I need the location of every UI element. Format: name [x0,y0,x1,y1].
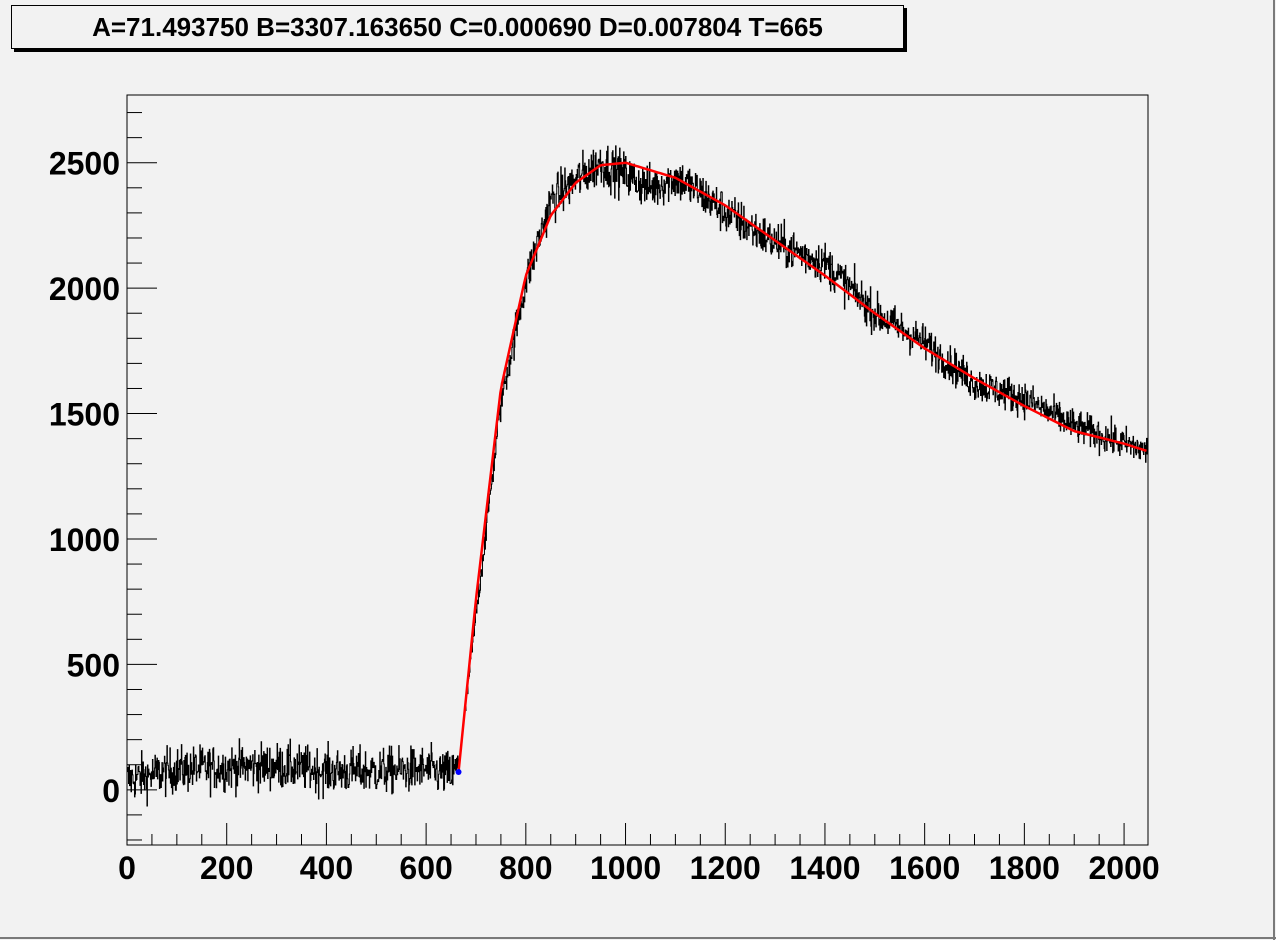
x-tick-label: 1400 [789,850,860,886]
x-tick-label: 600 [399,850,452,886]
series-layer [127,145,1148,807]
data-histogram-line [127,145,1148,807]
y-tick-label: 1500 [49,397,120,433]
chart-title: A=71.493750 B=3307.163650 C=0.000690 D=0… [11,5,904,49]
y-axis-ticks [127,112,157,841]
y-tick-label: 0 [102,773,120,809]
canvas-edge-right [1273,0,1275,940]
y-axis-tick-labels: 0 500 1000 1500 2000 2500 [49,146,120,809]
x-axis-tick-labels: 0 200 400 600 800 1000 1200 1400 1600 1800 2000 [118,850,1160,886]
canvas-edge-bottom [0,937,1276,939]
x-tick-label: 1600 [889,850,960,886]
x-tick-label: 400 [300,850,353,886]
y-tick-label: 2500 [49,146,120,182]
fit-curve [457,161,1147,773]
y-tick-label: 2000 [49,271,120,307]
x-tick-label: 1200 [690,850,761,886]
x-tick-label: 200 [200,850,253,886]
x-tick-label: 800 [499,850,552,886]
x-tick-label: 1000 [590,850,661,886]
x-tick-label: 1800 [989,850,1060,886]
plot-frame [126,94,1149,846]
x-tick-label: 2000 [1088,850,1159,886]
start-marker-point [455,769,462,776]
y-tick-label: 500 [67,647,120,683]
x-tick-label: 0 [118,850,136,886]
y-tick-label: 1000 [49,522,120,558]
x-axis-ticks [126,823,1125,845]
